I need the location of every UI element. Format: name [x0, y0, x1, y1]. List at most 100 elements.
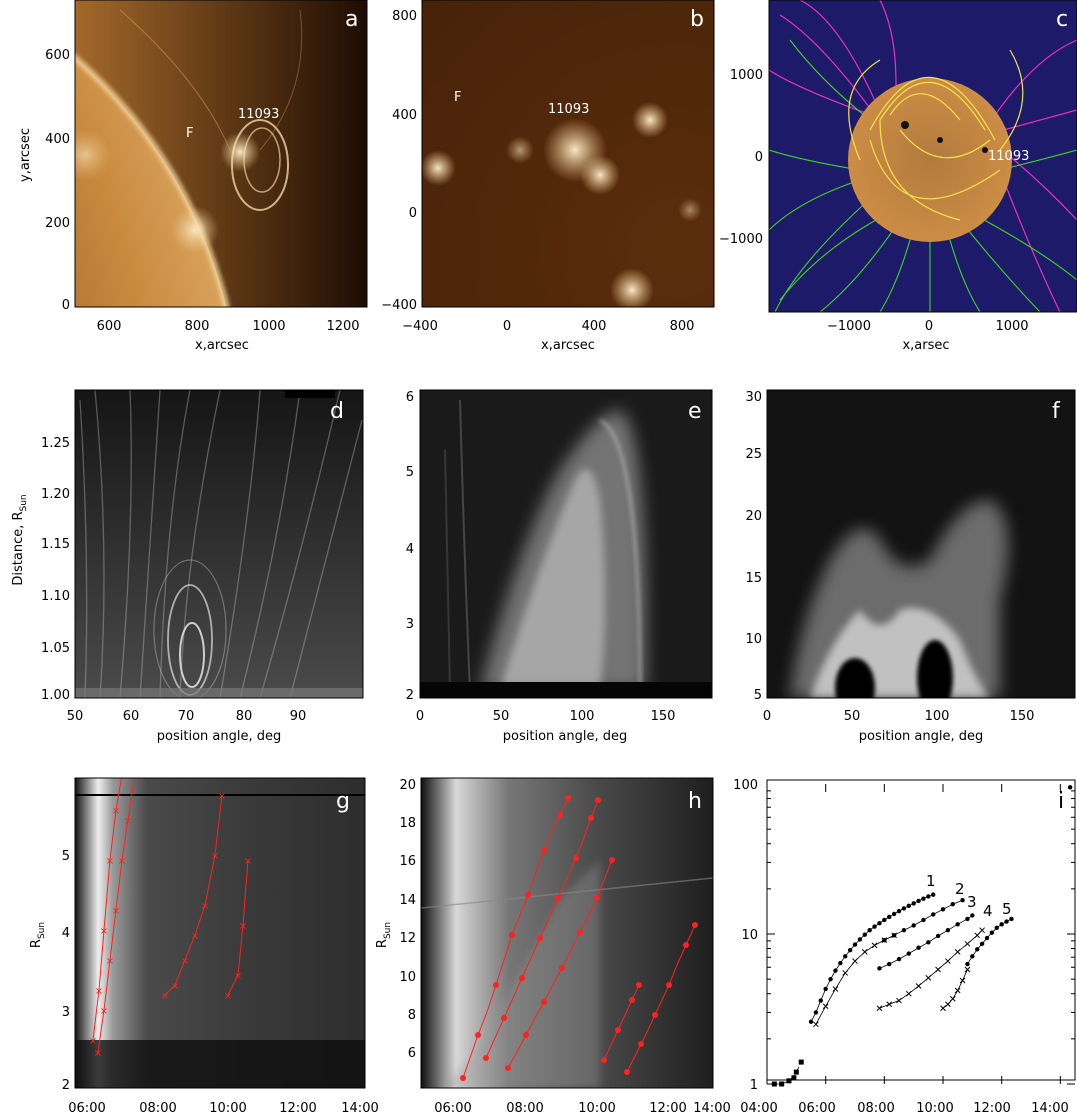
- panel-e-xlabel: position angle, deg: [503, 729, 627, 744]
- panel-f-ytick: 25: [745, 447, 762, 462]
- panel-e-xtick: 150: [651, 709, 676, 724]
- panel-b-ytick: 0: [409, 206, 417, 221]
- svg-text:×: ×: [94, 1048, 102, 1059]
- svg-text:×: ×: [106, 856, 114, 867]
- panel-e-ytick: 2: [406, 688, 414, 703]
- panel-b-xtick: 400: [582, 319, 607, 334]
- svg-text:×: ×: [211, 851, 219, 862]
- panel-i-series-5-5: [940, 966, 971, 1012]
- panel-g-xtick: 06:00: [68, 1101, 105, 1116]
- panel-d-ylabel: Distance, RSun: [11, 494, 29, 585]
- panel-h-ytick: 20: [399, 778, 416, 793]
- panel-i-dot-marker: [1009, 916, 1014, 922]
- panel-i-x-marker: [896, 997, 902, 1004]
- panel-c-ytick: 1000: [730, 68, 763, 83]
- panel-c-image: [769, 0, 1077, 312]
- panel-i-square-marker: [786, 1078, 792, 1084]
- panel-e-ytick: 4: [406, 542, 414, 557]
- panel-g-ylabel: RSun: [29, 922, 47, 948]
- panel-i-dot-marker: [901, 928, 907, 933]
- panel-f-xtick: 150: [1010, 709, 1035, 724]
- panel-h-ytick: 8: [408, 1008, 416, 1023]
- panel-i-dot-marker: [989, 930, 995, 935]
- panel-i-x-marker: [935, 966, 941, 973]
- panel-f: f 30 25 20 15 10 5 0 50 100 150 position…: [745, 389, 1076, 744]
- panel-i-dot-marker: [887, 961, 892, 967]
- panel-i-dot-marker: [926, 894, 931, 899]
- panel-i-dot-marker: [1004, 919, 1009, 924]
- panel-h-ytick: 14: [399, 893, 416, 908]
- svg-text:×: ×: [106, 956, 114, 967]
- panel-g-image: ××× ×× ××× ××× ××× ×××× ××××: [75, 778, 365, 1088]
- svg-text:×: ×: [124, 816, 132, 827]
- panel-i-dot-marker: [828, 976, 833, 982]
- panel-i-dot-marker: [935, 933, 941, 939]
- panel-i-dot-marker: [813, 1010, 819, 1015]
- panel-i-x-marker: [945, 1001, 951, 1008]
- panel-e: e 6 5 4 3 2 0 50 100 150 position angle,…: [406, 389, 713, 744]
- panel-e-letter: e: [688, 399, 702, 424]
- panel-i-dot-marker: [823, 986, 828, 992]
- panel-i-dot-marker: [887, 914, 892, 920]
- panel-a-image: [75, 0, 367, 307]
- panel-b-xtick: −400: [402, 319, 438, 334]
- panel-b-letter: b: [690, 7, 704, 32]
- panel-i-dot-marker: [926, 940, 931, 945]
- panel-i-x-marker: [954, 949, 961, 955]
- panel-i-dot-marker: [931, 892, 936, 897]
- panel-i-dot-marker: [906, 903, 911, 909]
- panel-d-xlabel: position angle, deg: [157, 729, 281, 744]
- panel-a-xtick: 600: [97, 319, 122, 334]
- panel-i-xtick: 06:00: [798, 1101, 835, 1116]
- panel-g-ytick: 3: [62, 1005, 70, 1020]
- panel-i-dot-marker: [945, 928, 951, 933]
- panel-i-x-marker: [842, 970, 849, 976]
- panel-i-dot-marker: [877, 921, 882, 926]
- panel-g-ytick: 2: [62, 1078, 70, 1093]
- panel-i-xtick: 08:00: [857, 1101, 894, 1116]
- panel-a-ytick: 600: [45, 48, 70, 63]
- panel-i-x-marker: [925, 975, 932, 981]
- panel-f-ytick: 10: [745, 632, 762, 647]
- panel-g-xtick: 10:00: [209, 1101, 246, 1116]
- panel-a-letter: a: [345, 7, 358, 32]
- panel-h-ytick: 10: [399, 970, 416, 985]
- panel-i-square-marker: [798, 1059, 804, 1065]
- panel-i-x-marker: [979, 927, 985, 934]
- panel-g-markers: ××× ×× ××× ××× ××× ×××× ××××: [89, 791, 252, 1059]
- panel-f-image: [767, 390, 1075, 698]
- svg-text:×: ×: [95, 986, 103, 997]
- panel-i-dot-marker: [979, 941, 985, 947]
- panel-i-dot-marker: [984, 935, 990, 941]
- panel-a-ylabel: y,arcsec: [18, 128, 33, 182]
- panel-d-ytick: 1.00: [41, 688, 70, 703]
- panel-h: h 20 18 16 14 12 10 8 6 06:00 08:00 10:0…: [375, 777, 731, 1116]
- panel-d-xtick: 50: [67, 709, 84, 724]
- panel-d-xtick: 60: [123, 709, 140, 724]
- panel-i-dot-marker: [1067, 785, 1073, 790]
- panel-i-x-marker: [861, 949, 868, 955]
- panel-i-dot-marker: [847, 947, 853, 953]
- panel-h-ytick: 6: [408, 1046, 416, 1061]
- svg-text:×: ×: [112, 906, 120, 917]
- panel-a-xtick: 1000: [252, 319, 285, 334]
- panel-d-ytick: 1.25: [41, 436, 70, 451]
- panel-h-xtick: 12:00: [649, 1101, 686, 1116]
- panel-i-curve-label-2: 2: [955, 880, 965, 898]
- panel-i-square-marker: [771, 1081, 777, 1087]
- panel-c-ytick: −1000: [719, 232, 763, 247]
- svg-text:×: ×: [234, 971, 242, 982]
- panel-i-x-marker: [813, 1021, 819, 1028]
- panel-h-xtick: 06:00: [434, 1101, 471, 1116]
- panel-i-series: [771, 785, 1073, 1087]
- panel-i-series-4-4: [876, 927, 985, 1012]
- panel-i-square-marker: [779, 1081, 785, 1087]
- panel-f-ytick: 5: [754, 688, 762, 703]
- panel-f-xtick: 100: [925, 709, 950, 724]
- panel-i-dot-marker: [975, 947, 980, 952]
- panel-i-dot-marker: [916, 898, 921, 904]
- panel-g: ××× ×× ××× ××× ××× ×××× ×××× g 5 4 3 2 0…: [29, 777, 379, 1116]
- panel-h-xtick: 14:00: [693, 1101, 730, 1116]
- panel-h-ytick: 16: [399, 854, 416, 869]
- panel-i-x-marker: [822, 1003, 829, 1010]
